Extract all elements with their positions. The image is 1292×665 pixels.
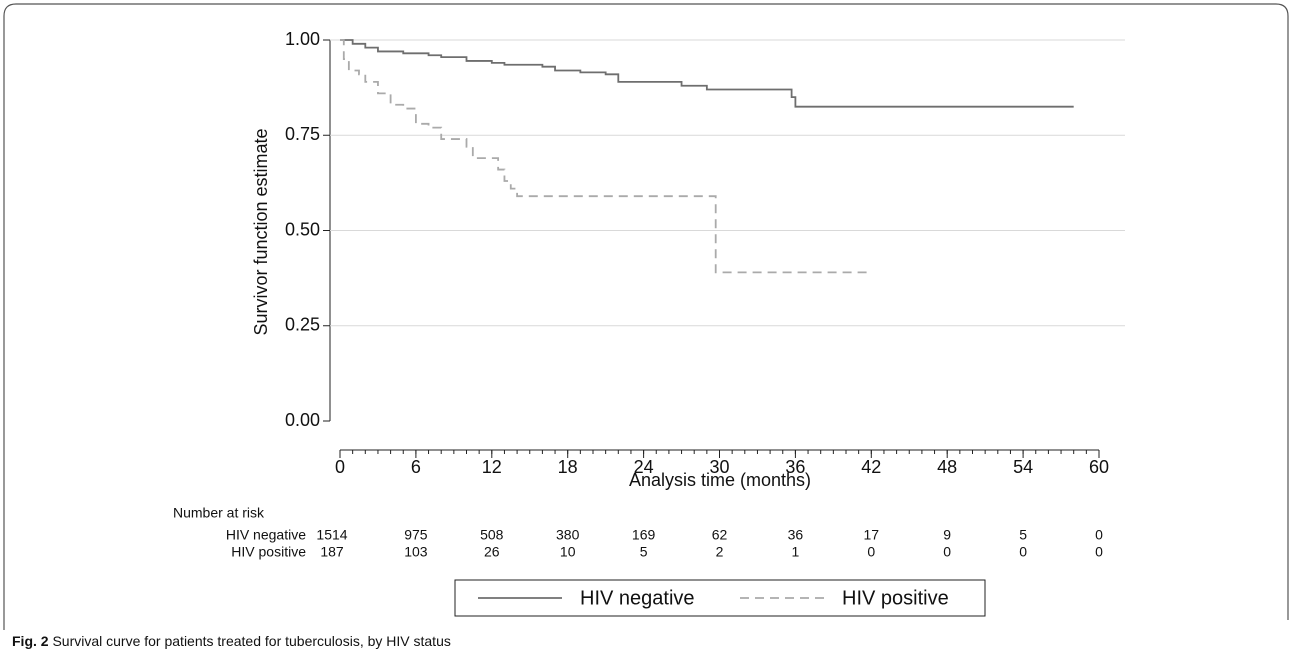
x-tick-label: 18 — [558, 457, 578, 477]
y-tick-label: 0.75 — [285, 124, 320, 144]
risk-count: 9 — [943, 527, 951, 543]
risk-count: 380 — [556, 527, 580, 543]
risk-count: 17 — [864, 527, 880, 543]
x-tick-label: 12 — [482, 457, 502, 477]
risk-count: 0 — [867, 544, 875, 560]
caption: Fig. 2 Survival curve for patients treat… — [12, 633, 451, 649]
risk-count: 1514 — [316, 527, 347, 543]
frame — [3, 3, 1289, 630]
x-axis-label: Analysis time (months) — [629, 470, 811, 490]
caption-label: Fig. 2 — [12, 633, 49, 649]
risk-count: 5 — [640, 544, 648, 560]
risk-count: 0 — [1019, 544, 1027, 560]
risk-count: 10 — [560, 544, 576, 560]
risk-count: 62 — [712, 527, 728, 543]
risk-count: 103 — [404, 544, 428, 560]
x-tick-label: 0 — [335, 457, 345, 477]
caption-text: Survival curve for patients treated for … — [52, 633, 450, 649]
risk-count: 0 — [943, 544, 951, 560]
risk-count: 0 — [1095, 544, 1103, 560]
risk-row-label: HIV negative — [226, 527, 306, 543]
x-tick-label: 36 — [785, 457, 805, 477]
x-tick-label: 6 — [411, 457, 421, 477]
risk-count: 0 — [1095, 527, 1103, 543]
legend-label: HIV negative — [580, 587, 695, 609]
y-tick-label: 0.00 — [285, 410, 320, 430]
legend-label: HIV positive — [842, 587, 949, 609]
risk-row-label: HIV positive — [231, 544, 306, 560]
y-axis-label: Survivor function estimate — [251, 128, 271, 335]
x-tick-label: 48 — [937, 457, 957, 477]
risk-count: 5 — [1019, 527, 1027, 543]
x-tick-label: 42 — [861, 457, 881, 477]
risk-count: 26 — [484, 544, 500, 560]
y-tick-label: 0.25 — [285, 315, 320, 335]
x-tick-label: 30 — [709, 457, 729, 477]
y-tick-label: 1.00 — [285, 29, 320, 49]
legend-box — [454, 579, 986, 617]
risk-count: 1 — [792, 544, 800, 560]
risk-count: 975 — [404, 527, 428, 543]
risk-count: 508 — [480, 527, 504, 543]
survival-curve — [340, 39, 1074, 108]
x-tick-label: 54 — [1013, 457, 1033, 477]
x-tick-label: 24 — [634, 457, 654, 477]
risk-count: 187 — [320, 544, 344, 560]
risk-count: 169 — [632, 527, 656, 543]
y-tick-label: 0.50 — [285, 219, 320, 239]
survival-curve — [340, 39, 872, 274]
x-tick-label: 60 — [1089, 457, 1109, 477]
risk-count: 36 — [788, 527, 804, 543]
risk-table-title: Number at risk — [173, 505, 265, 521]
risk-count: 2 — [716, 544, 724, 560]
